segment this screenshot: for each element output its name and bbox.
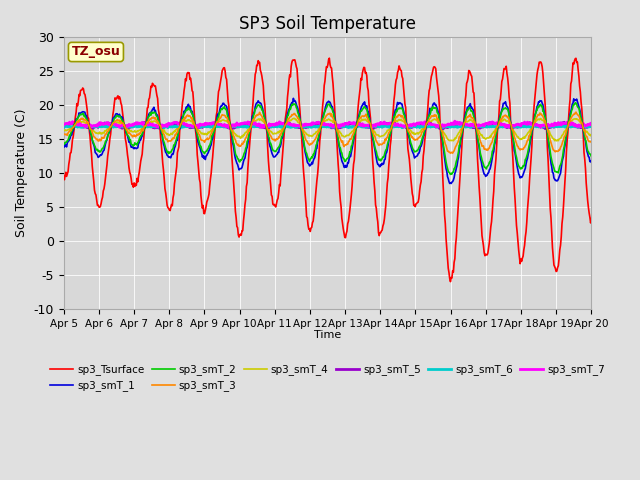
sp3_smT_1 <box>588 159 595 165</box>
sp3_smT_6 <box>124 124 131 130</box>
Line: sp3_smT_4: sp3_smT_4 <box>63 118 591 141</box>
sp3_smT_1 <box>408 146 415 152</box>
sp3_smT_1 <box>289 96 297 101</box>
Legend: sp3_Tsurface, sp3_smT_1, sp3_smT_2, sp3_smT_3, sp3_smT_4, sp3_smT_5, sp3_smT_6, : sp3_Tsurface, sp3_smT_1, sp3_smT_2, sp3_… <box>46 360 609 396</box>
Line: sp3_smT_3: sp3_smT_3 <box>63 112 591 153</box>
sp3_smT_6 <box>588 124 595 130</box>
sp3_smT_2 <box>572 100 579 106</box>
Title: SP3 Soil Temperature: SP3 Soil Temperature <box>239 15 416 33</box>
sp3_smT_3 <box>205 136 213 142</box>
Line: sp3_smT_5: sp3_smT_5 <box>63 122 591 129</box>
sp3_smT_7 <box>408 123 415 129</box>
sp3_smT_4 <box>291 115 298 121</box>
sp3_Tsurface <box>392 77 400 83</box>
sp3_smT_4 <box>408 129 415 134</box>
sp3_smT_2 <box>69 125 77 131</box>
sp3_smT_5 <box>205 122 213 128</box>
sp3_smT_1 <box>447 180 455 186</box>
sp3_Tsurface <box>69 134 77 140</box>
Line: sp3_Tsurface: sp3_Tsurface <box>63 58 591 282</box>
sp3_smT_7 <box>60 122 67 128</box>
sp3_smT_1 <box>69 128 77 134</box>
sp3_smT_6 <box>368 122 376 128</box>
sp3_smT_5 <box>561 120 568 125</box>
sp3_smT_5 <box>124 123 131 129</box>
sp3_smT_6 <box>69 123 77 129</box>
sp3_Tsurface <box>177 114 185 120</box>
sp3_smT_6 <box>177 123 185 129</box>
sp3_smT_7 <box>177 121 185 127</box>
sp3_smT_3 <box>124 128 131 134</box>
sp3_smT_5 <box>177 121 185 127</box>
sp3_smT_7 <box>124 123 131 129</box>
sp3_smT_4 <box>553 138 561 144</box>
sp3_Tsurface <box>124 152 131 158</box>
sp3_smT_4 <box>124 126 131 132</box>
sp3_smT_3 <box>407 132 415 138</box>
sp3_smT_4 <box>588 132 595 138</box>
sp3_smT_2 <box>177 122 185 128</box>
sp3_Tsurface <box>326 55 333 61</box>
sp3_Tsurface <box>60 173 67 179</box>
sp3_smT_4 <box>205 130 213 136</box>
Text: TZ_osu: TZ_osu <box>72 46 120 59</box>
sp3_smT_2 <box>407 140 415 146</box>
sp3_smT_2 <box>447 171 454 177</box>
sp3_smT_5 <box>439 126 447 132</box>
sp3_smT_3 <box>588 140 595 145</box>
sp3_smT_2 <box>205 144 213 149</box>
sp3_smT_6 <box>408 123 416 129</box>
sp3_smT_3 <box>572 109 580 115</box>
sp3_smT_7 <box>225 125 232 131</box>
sp3_Tsurface <box>408 183 415 189</box>
sp3_smT_4 <box>177 122 185 128</box>
sp3_smT_2 <box>60 140 67 146</box>
Line: sp3_smT_7: sp3_smT_7 <box>63 121 591 128</box>
sp3_smT_1 <box>60 142 67 148</box>
sp3_smT_6 <box>60 125 67 131</box>
sp3_smT_3 <box>392 116 399 121</box>
sp3_smT_5 <box>392 122 399 128</box>
sp3_smT_5 <box>588 123 595 129</box>
sp3_smT_1 <box>177 120 185 125</box>
sp3_Tsurface <box>447 279 454 285</box>
sp3_smT_7 <box>69 120 77 125</box>
sp3_smT_4 <box>60 128 67 133</box>
sp3_smT_2 <box>392 111 399 117</box>
sp3_smT_4 <box>69 124 77 130</box>
sp3_smT_4 <box>392 118 400 123</box>
sp3_smT_6 <box>398 125 406 131</box>
sp3_Tsurface <box>588 216 595 221</box>
sp3_smT_1 <box>205 147 213 153</box>
sp3_smT_3 <box>449 150 456 156</box>
sp3_smT_1 <box>124 133 131 139</box>
sp3_smT_1 <box>392 108 400 113</box>
sp3_smT_3 <box>69 124 77 130</box>
sp3_smT_3 <box>60 132 67 138</box>
Line: sp3_smT_2: sp3_smT_2 <box>63 103 591 174</box>
Line: sp3_smT_1: sp3_smT_1 <box>63 98 591 183</box>
sp3_smT_3 <box>177 120 185 126</box>
sp3_smT_7 <box>205 121 213 127</box>
Line: sp3_smT_6: sp3_smT_6 <box>63 125 591 128</box>
X-axis label: Time: Time <box>314 330 341 340</box>
Y-axis label: Soil Temperature (C): Soil Temperature (C) <box>15 109 28 237</box>
sp3_smT_7 <box>392 122 400 128</box>
sp3_smT_7 <box>588 121 595 127</box>
sp3_smT_6 <box>205 124 213 130</box>
sp3_smT_7 <box>451 118 459 124</box>
sp3_Tsurface <box>205 191 213 197</box>
sp3_smT_2 <box>124 132 131 138</box>
sp3_smT_6 <box>392 124 400 130</box>
sp3_smT_2 <box>588 154 595 159</box>
sp3_smT_5 <box>407 125 415 131</box>
sp3_smT_5 <box>60 123 67 129</box>
sp3_smT_5 <box>69 120 77 126</box>
